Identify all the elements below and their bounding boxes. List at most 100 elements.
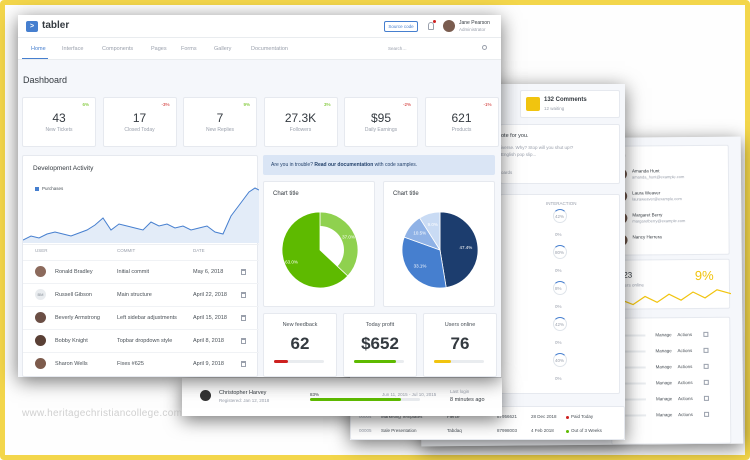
stat-label: Followers <box>289 127 312 133</box>
stat-card: -3% 17 Closed Today <box>102 97 177 147</box>
table-row[interactable]: BM Russell Gibson Main structure April 22, … <box>23 283 259 305</box>
screenshot-users: ders Amanda Huntamanda_hunt@example.comL… <box>418 136 744 447</box>
trash-icon[interactable] <box>241 338 246 344</box>
table-row[interactable]: 00004 Marketing Templates Fierce 87956621 28… <box>351 411 625 424</box>
user-name[interactable]: Jane Pearson <box>459 20 490 26</box>
tab-pages[interactable]: Pages <box>151 46 167 52</box>
pie-label: 10.5% <box>413 231 426 236</box>
mini-progress <box>434 360 484 363</box>
table-row[interactable]: 00005 Sale Presentation Tabdaq 87998003 4 Fe… <box>351 425 625 438</box>
development-activity-card: Development Activity Purchases USER COMM… <box>22 155 259 377</box>
invoice-client: Tabdaq <box>447 428 462 433</box>
tab-interface[interactable]: Interface <box>62 46 84 52</box>
edit-icon[interactable] <box>703 347 709 353</box>
tab-home[interactable]: Home <box>31 46 46 52</box>
edit-icon[interactable] <box>704 411 710 417</box>
note-body: iverse. Why? Stop will you shut up!? <box>501 145 574 150</box>
mini-progress-fill <box>354 360 396 363</box>
stat-value: 621 <box>451 111 472 125</box>
progress-ring <box>553 209 567 223</box>
actions-dropdown[interactable]: Actions <box>677 348 693 354</box>
stat-change: 6% <box>82 102 89 107</box>
user-name: Christopher Harvey <box>219 390 267 396</box>
invoice-number: 87956621 <box>497 414 518 419</box>
trash-icon[interactable] <box>241 361 246 367</box>
mini-progress <box>274 360 324 363</box>
tab-documentation[interactable]: Documentation <box>251 46 288 52</box>
search-input[interactable]: Search… <box>388 46 407 51</box>
pie-label: 9.0% <box>428 222 438 227</box>
table-row[interactable]: Beverly Armstrong Left sidebar adjustment… <box>23 306 259 328</box>
activity-title: Development Activity <box>33 165 94 172</box>
invoice-number: 87998003 <box>497 428 518 433</box>
stat-value: 17 <box>132 111 147 125</box>
stat-change: 3% <box>323 102 331 107</box>
user-name: Amanda Hunt <box>631 168 660 174</box>
manage-button[interactable]: Manage <box>655 380 673 386</box>
manage-button[interactable]: Manage <box>655 396 673 402</box>
avatar <box>35 358 46 369</box>
edit-icon[interactable] <box>703 363 709 369</box>
activity-area-chart <box>23 187 259 243</box>
user-avatar[interactable] <box>443 20 455 32</box>
pie-chart: 47.4% 33.1% 10.5%9.0% <box>401 211 479 289</box>
actions-dropdown[interactable]: Actions <box>677 332 693 338</box>
actions-dropdown[interactable]: Actions <box>677 364 693 370</box>
actions-dropdown[interactable]: Actions <box>678 412 693 418</box>
table-row[interactable]: Sharon Wells Fixes #625 April 9, 2018 <box>23 352 259 374</box>
logo-icon[interactable]: > <box>26 21 38 32</box>
interaction-pct: 0% <box>555 232 562 237</box>
donut-chart: 37.0% 63.0% <box>281 211 359 289</box>
edit-icon[interactable] <box>703 395 709 401</box>
edit-icon[interactable] <box>703 379 709 385</box>
mini-value: 62 <box>290 334 310 353</box>
commit-message: Main structure <box>117 292 152 298</box>
avatar <box>35 335 46 346</box>
bell-icon[interactable] <box>428 22 434 30</box>
invoice-date: 4 Feb 2018 <box>531 428 554 433</box>
last-login-label: Last login <box>450 389 470 394</box>
last-login-value: 8 minutes ago <box>450 397 485 403</box>
users-online-sparkline <box>610 289 732 308</box>
pie-slice[interactable] <box>439 211 479 288</box>
tab-components[interactable]: Components <box>102 46 134 52</box>
trash-icon[interactable] <box>241 292 246 298</box>
donut-slice[interactable] <box>281 211 349 289</box>
edit-icon[interactable] <box>703 331 709 337</box>
source-code-button[interactable]: Source code <box>384 21 418 32</box>
status-dot <box>566 430 569 433</box>
commit-message: Left sidebar adjustments <box>117 315 177 321</box>
comment-icon <box>526 97 540 111</box>
pie-slice[interactable] <box>401 236 447 289</box>
page-title: Dashboard <box>23 75 68 85</box>
manage-button[interactable]: Manage <box>656 412 673 418</box>
pie-slice[interactable] <box>419 211 441 252</box>
trash-icon[interactable] <box>241 315 246 321</box>
actions-dropdown[interactable]: Actions <box>677 396 693 402</box>
tab-forms[interactable]: Forms <box>181 46 197 52</box>
app-name[interactable]: tabler <box>42 20 70 31</box>
manage-button[interactable]: Manage <box>655 332 672 338</box>
avatar <box>35 266 46 277</box>
alert-post: with code samples. <box>374 162 418 168</box>
stat-label: New Tickets <box>45 127 73 133</box>
table-row[interactable]: Ronald Bradley Initial commit May 6, 2018 <box>23 260 259 282</box>
invoice-client: Fierce <box>447 414 460 419</box>
alert-text: Are you in trouble? Read our documentati… <box>271 162 417 168</box>
users-online-card: 423 Users online 9% <box>609 258 732 310</box>
trash-icon[interactable] <box>241 269 246 275</box>
tab-gallery[interactable]: Gallery <box>214 46 232 52</box>
stat-label: Daily Earnings <box>364 127 398 133</box>
info-alert: Are you in trouble? Read our documentati… <box>263 155 495 175</box>
users-card: ders Amanda Huntamanda_hunt@example.comL… <box>608 144 730 256</box>
documentation-link[interactable]: Read our documentation <box>314 162 374 168</box>
manage-button[interactable]: Manage <box>655 348 672 354</box>
table-row[interactable]: Bobby Knight Topbar dropdown style April 8… <box>23 329 259 351</box>
manage-button[interactable]: Manage <box>655 364 672 370</box>
interaction-pct: 42% <box>555 214 565 219</box>
progress-ring <box>553 245 567 259</box>
search-icon[interactable] <box>482 45 487 50</box>
commit-date: May 6, 2018 <box>193 269 224 275</box>
actions-dropdown[interactable]: Actions <box>677 380 693 386</box>
interaction-pct: 80% <box>555 250 565 255</box>
